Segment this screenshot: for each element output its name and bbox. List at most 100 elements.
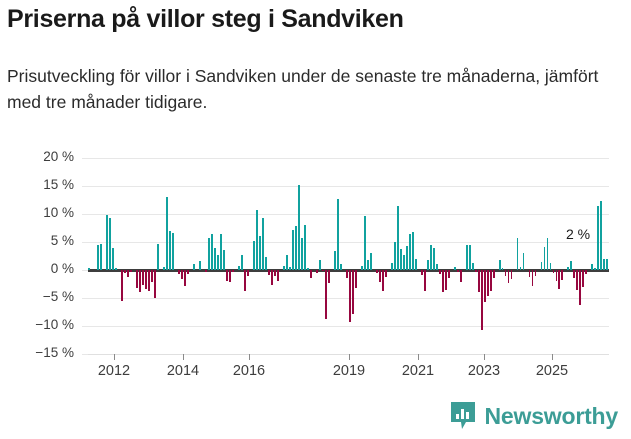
chart-bar (492, 270, 495, 278)
x-tick-mark (484, 354, 485, 360)
y-tick-mark (82, 270, 88, 271)
chart-bar (157, 244, 160, 270)
chart-bar (187, 270, 190, 274)
chart-bar (327, 270, 330, 284)
chart-bar (570, 261, 573, 270)
chart-bar (315, 270, 318, 273)
chart-bar (594, 268, 597, 270)
chart-bar (534, 270, 537, 276)
chart-bar (435, 264, 438, 270)
chart-bar (244, 270, 246, 292)
chart-bar (253, 240, 255, 270)
chart-bar (348, 270, 351, 322)
chart-bar (289, 266, 291, 270)
chart-bar (555, 270, 558, 282)
chart-bar (408, 233, 411, 270)
chart-bar (471, 263, 474, 270)
chart-bar (429, 245, 432, 270)
x-tick-mark (183, 354, 184, 360)
chart-bar (519, 266, 522, 270)
x-axis-tick-label: 2023 (467, 363, 501, 379)
chart-bar (522, 253, 525, 270)
chart-bar (205, 270, 208, 272)
x-tick-mark (418, 354, 419, 360)
gridline (88, 158, 609, 159)
chart-bar (88, 267, 91, 270)
y-tick-mark (82, 186, 88, 187)
gridline (88, 186, 609, 187)
chart-bar (459, 270, 462, 283)
x-tick-mark (249, 354, 250, 360)
y-axis-tick-label: 0 % (50, 261, 74, 276)
chart-bar (567, 266, 570, 270)
chart-bar (498, 259, 501, 270)
chart-bar (465, 244, 468, 270)
chart-bar (351, 270, 354, 315)
chart-bar (432, 247, 435, 270)
chart-bar (390, 263, 393, 270)
chart-bar (232, 270, 234, 272)
chart-bar (384, 270, 387, 277)
x-tick-mark (349, 354, 350, 360)
chart-bar (363, 216, 366, 270)
chart-bar (366, 259, 369, 270)
chart-bar (166, 197, 169, 270)
chart-bar (528, 270, 531, 277)
bar-chart-speech-bubble-icon (450, 401, 476, 431)
chart-bar (549, 263, 552, 270)
chart-bar (163, 267, 166, 270)
chart-bar (420, 270, 423, 276)
x-axis-tick-label: 2012 (97, 363, 131, 379)
x-axis-tick-label: 2014 (166, 363, 200, 379)
y-axis-tick-label: −5 % (42, 289, 74, 304)
chart-bar (474, 270, 477, 273)
y-axis-tick-label: −15 % (35, 345, 74, 360)
chart-bar (468, 245, 471, 270)
chart-bar (399, 249, 402, 270)
chart-bar (414, 258, 417, 270)
chart-bar (121, 270, 124, 301)
chart-bar (489, 270, 492, 292)
chart-bar (582, 270, 585, 287)
chart-bar (393, 242, 396, 270)
chart-bar (109, 217, 112, 270)
chart-bar (220, 233, 223, 270)
chart-bar (561, 270, 564, 281)
chart-bar (297, 184, 300, 270)
chart-bar (217, 254, 220, 270)
chart-bar (501, 267, 504, 270)
chart-bar (292, 230, 294, 270)
chart-bar (142, 270, 145, 285)
chart-bar (238, 265, 240, 270)
chart-bar (247, 270, 249, 276)
chart-bar (184, 270, 187, 287)
y-axis-tick-label: −10 % (35, 317, 74, 332)
chart-bar (130, 270, 133, 272)
chart-bar (369, 252, 372, 270)
gridline (88, 326, 609, 327)
chart-bar (321, 270, 324, 272)
chart-bar (558, 270, 561, 290)
chart-bar (274, 270, 276, 276)
chart-bar (597, 205, 600, 270)
chart-bar (226, 270, 229, 281)
chart-bar (360, 265, 363, 270)
chart-bar (241, 255, 243, 270)
chart-bar (112, 247, 115, 270)
chart-bar (339, 264, 342, 270)
chart-bar (229, 270, 232, 283)
y-axis-tick-label: 20 % (43, 149, 74, 164)
chart-container: 20 % 15 % 10 % 5 % 0 % −5 % −10 % −15 % 2012 201… (0, 148, 631, 393)
chart-bar (145, 270, 148, 290)
y-tick-mark (82, 354, 88, 355)
chart-bar (600, 201, 603, 270)
x-axis-tick-label: 2019 (332, 363, 366, 379)
newsworthy-logo: Newsworthy (450, 401, 618, 431)
chart-bar (262, 218, 264, 270)
chart-bar (136, 270, 139, 288)
chart-bar (354, 270, 357, 289)
chart-bar (214, 247, 217, 270)
chart-bar (115, 268, 118, 270)
page-title: Priserna på villor steg i Sandviken (7, 5, 404, 33)
chart-bar (265, 256, 267, 270)
